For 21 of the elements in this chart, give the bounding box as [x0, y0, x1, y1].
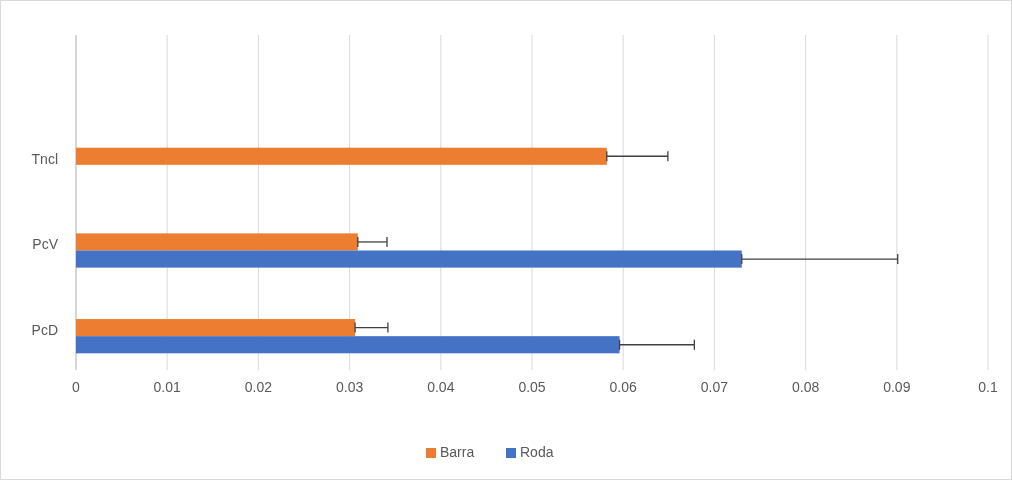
- x-tick-label: 0.02: [244, 379, 273, 395]
- x-tick-label: 0.06: [609, 379, 638, 395]
- x-tick-label: 0.03: [335, 379, 364, 395]
- x-tick-label: 0: [72, 379, 81, 395]
- y-tick-label: PcV: [32, 236, 59, 253]
- x-tick-label: 0.05: [518, 379, 546, 395]
- x-tick-label: 0.1: [978, 379, 998, 395]
- bar: [76, 250, 742, 268]
- bar: [76, 319, 356, 337]
- legend-label: Barra: [440, 443, 475, 460]
- x-tick-label: 0.07: [700, 379, 729, 395]
- bar: [76, 147, 607, 165]
- legend-label: Roda: [520, 443, 554, 460]
- x-tick-label: 0.08: [791, 379, 820, 395]
- bar: [76, 233, 358, 251]
- x-tick-label: 0.09: [883, 379, 911, 395]
- y-tick-label: Tncl: [31, 150, 58, 167]
- bar: [76, 336, 620, 354]
- y-tick-label: PcD: [31, 321, 58, 338]
- x-tick-label: 0.04: [427, 379, 455, 395]
- x-tick-label: 0.01: [153, 379, 182, 395]
